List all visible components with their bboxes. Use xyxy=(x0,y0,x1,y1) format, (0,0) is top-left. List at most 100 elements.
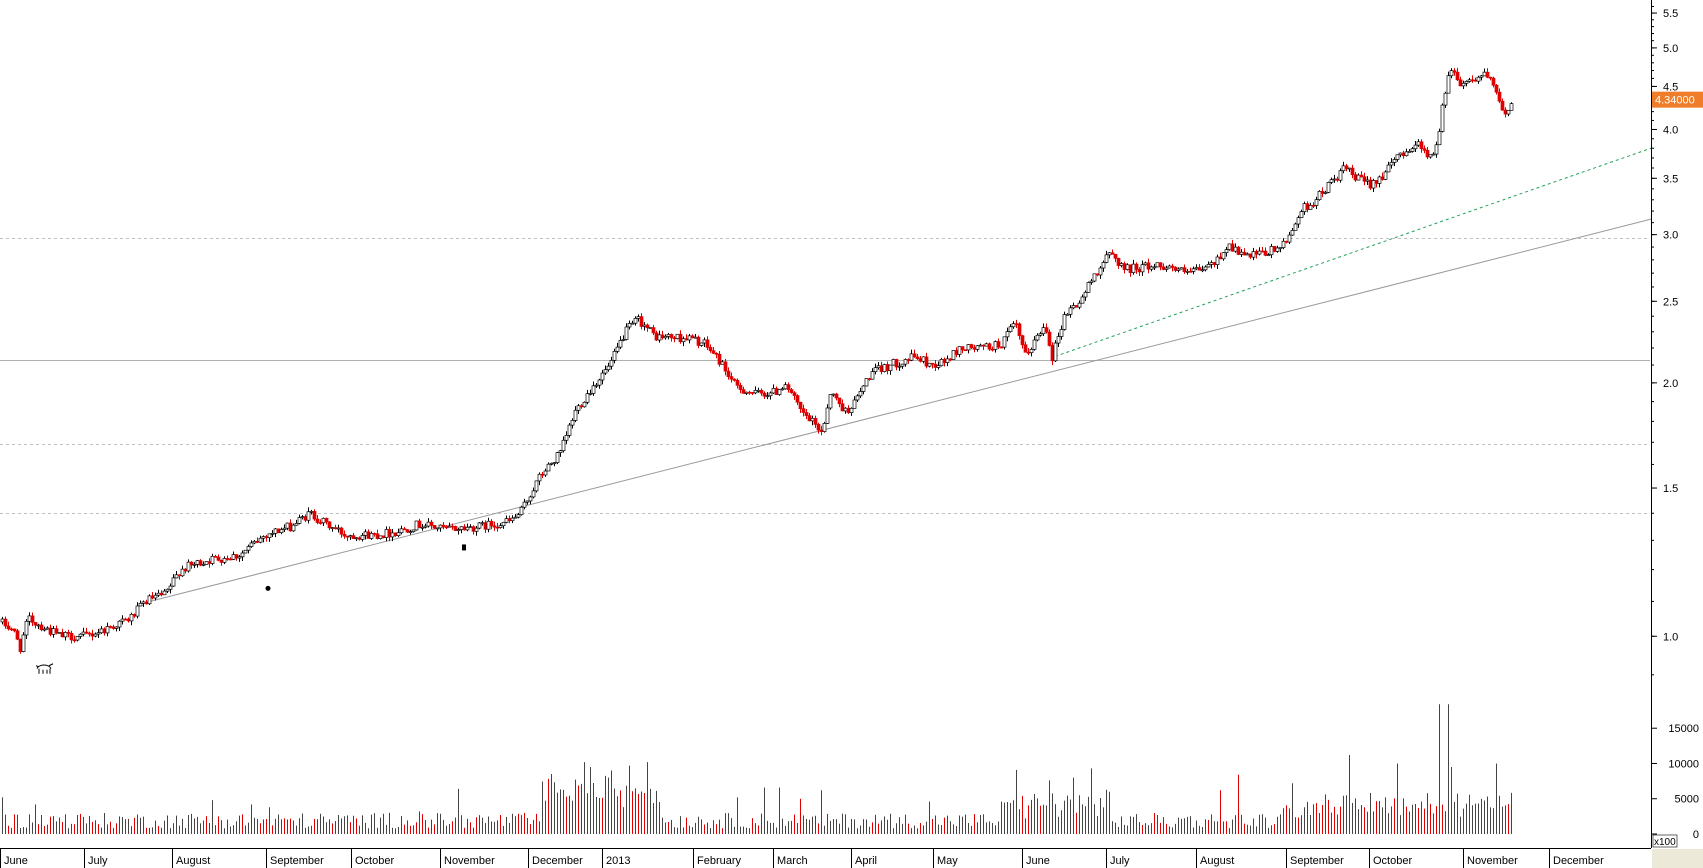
candle-body xyxy=(723,361,728,372)
candle-body xyxy=(225,558,230,560)
candle-body xyxy=(1404,151,1409,157)
candle-body xyxy=(192,563,197,566)
candle-body xyxy=(3,618,8,627)
candle-body xyxy=(543,470,548,476)
candle-body xyxy=(1221,252,1226,260)
candle-body xyxy=(183,568,188,572)
candle-body xyxy=(357,537,362,540)
candle-body xyxy=(297,517,302,524)
candle-body xyxy=(1383,171,1388,180)
candle-body xyxy=(948,358,953,361)
candle-body xyxy=(1338,170,1343,181)
candle-body xyxy=(153,594,158,599)
candle-body xyxy=(558,450,563,453)
candle-body xyxy=(1059,329,1064,337)
candle-body xyxy=(402,528,407,531)
candle-body xyxy=(858,391,863,397)
candle-body xyxy=(1236,246,1241,255)
candle-body xyxy=(237,556,242,559)
last-price-label: 4.34000 xyxy=(1655,95,1695,107)
candle-body xyxy=(1041,327,1046,335)
candle-body xyxy=(333,527,338,530)
candle-body xyxy=(1197,267,1202,271)
month-label: December xyxy=(1553,855,1604,867)
candle-body xyxy=(876,365,881,369)
candle-body xyxy=(1137,269,1142,273)
candle-body xyxy=(1503,109,1508,115)
candle-body xyxy=(246,546,251,551)
candle-body xyxy=(276,528,281,533)
candle-body xyxy=(492,525,497,528)
candle-body xyxy=(1008,326,1013,332)
candle-body xyxy=(822,423,827,432)
candle-body xyxy=(882,364,887,372)
candle-body xyxy=(1101,262,1106,269)
candle-body xyxy=(990,348,995,351)
candle-body xyxy=(729,376,734,380)
candle-body xyxy=(438,524,443,529)
candle-body xyxy=(339,527,344,535)
candle-body xyxy=(9,628,14,631)
candle-body xyxy=(813,417,818,425)
candle-body xyxy=(1308,204,1313,210)
candle-body xyxy=(951,350,956,360)
candle-body xyxy=(1506,109,1511,115)
candle-body xyxy=(1155,262,1160,268)
candle-body xyxy=(189,561,194,566)
candle-body xyxy=(408,531,413,533)
candle-body xyxy=(447,525,452,528)
candle-body xyxy=(126,618,131,622)
candle-body xyxy=(264,536,269,538)
candle-body xyxy=(762,392,767,397)
candle-body xyxy=(1362,176,1367,182)
candle-body xyxy=(1314,199,1319,206)
candle-body xyxy=(1269,246,1274,256)
candle-body xyxy=(531,490,536,498)
candle-body xyxy=(666,334,671,337)
candle-body xyxy=(1227,243,1232,251)
candle-body xyxy=(645,324,650,329)
candle-body xyxy=(684,338,689,341)
candle-body xyxy=(198,560,203,566)
candle-body xyxy=(987,343,992,350)
candle-body xyxy=(867,378,872,380)
candle-body xyxy=(846,407,851,414)
candle-body xyxy=(21,634,26,652)
candle-body xyxy=(1296,217,1301,225)
candle-body xyxy=(927,362,932,367)
candle-body xyxy=(291,524,296,532)
candle-body xyxy=(318,522,323,524)
candle-body xyxy=(1212,262,1217,265)
candle-body xyxy=(1446,75,1451,94)
candle-body xyxy=(1014,323,1019,326)
candle-body xyxy=(1416,141,1421,146)
month-label: April xyxy=(855,855,877,867)
candle-body xyxy=(507,518,512,522)
candle-body xyxy=(570,420,575,426)
candle-body xyxy=(612,351,617,361)
candle-body xyxy=(336,527,341,530)
price-tick-label: 3.0 xyxy=(1663,230,1678,242)
candle-body xyxy=(900,363,905,367)
candle-body xyxy=(804,412,809,416)
volume-tick-label: 0 xyxy=(1693,829,1699,841)
candle-body xyxy=(957,346,962,355)
candle-body xyxy=(1500,100,1505,111)
candle-body xyxy=(324,517,329,523)
candle-body xyxy=(1386,164,1391,173)
candle-body xyxy=(36,624,41,627)
candle-body xyxy=(1230,243,1235,252)
candle-body xyxy=(573,409,578,421)
candle-body xyxy=(582,401,587,408)
candle-body xyxy=(648,327,653,329)
candle-body xyxy=(960,346,965,351)
candle-body xyxy=(459,526,464,530)
candle-body xyxy=(981,344,986,347)
candle-body xyxy=(1182,267,1187,272)
candle-body xyxy=(267,533,272,538)
candle-body xyxy=(378,535,383,539)
candle-body xyxy=(1134,263,1139,270)
candle-body xyxy=(1410,148,1415,152)
price-tick-label: 5.0 xyxy=(1663,43,1678,55)
candle-body xyxy=(1056,336,1061,344)
